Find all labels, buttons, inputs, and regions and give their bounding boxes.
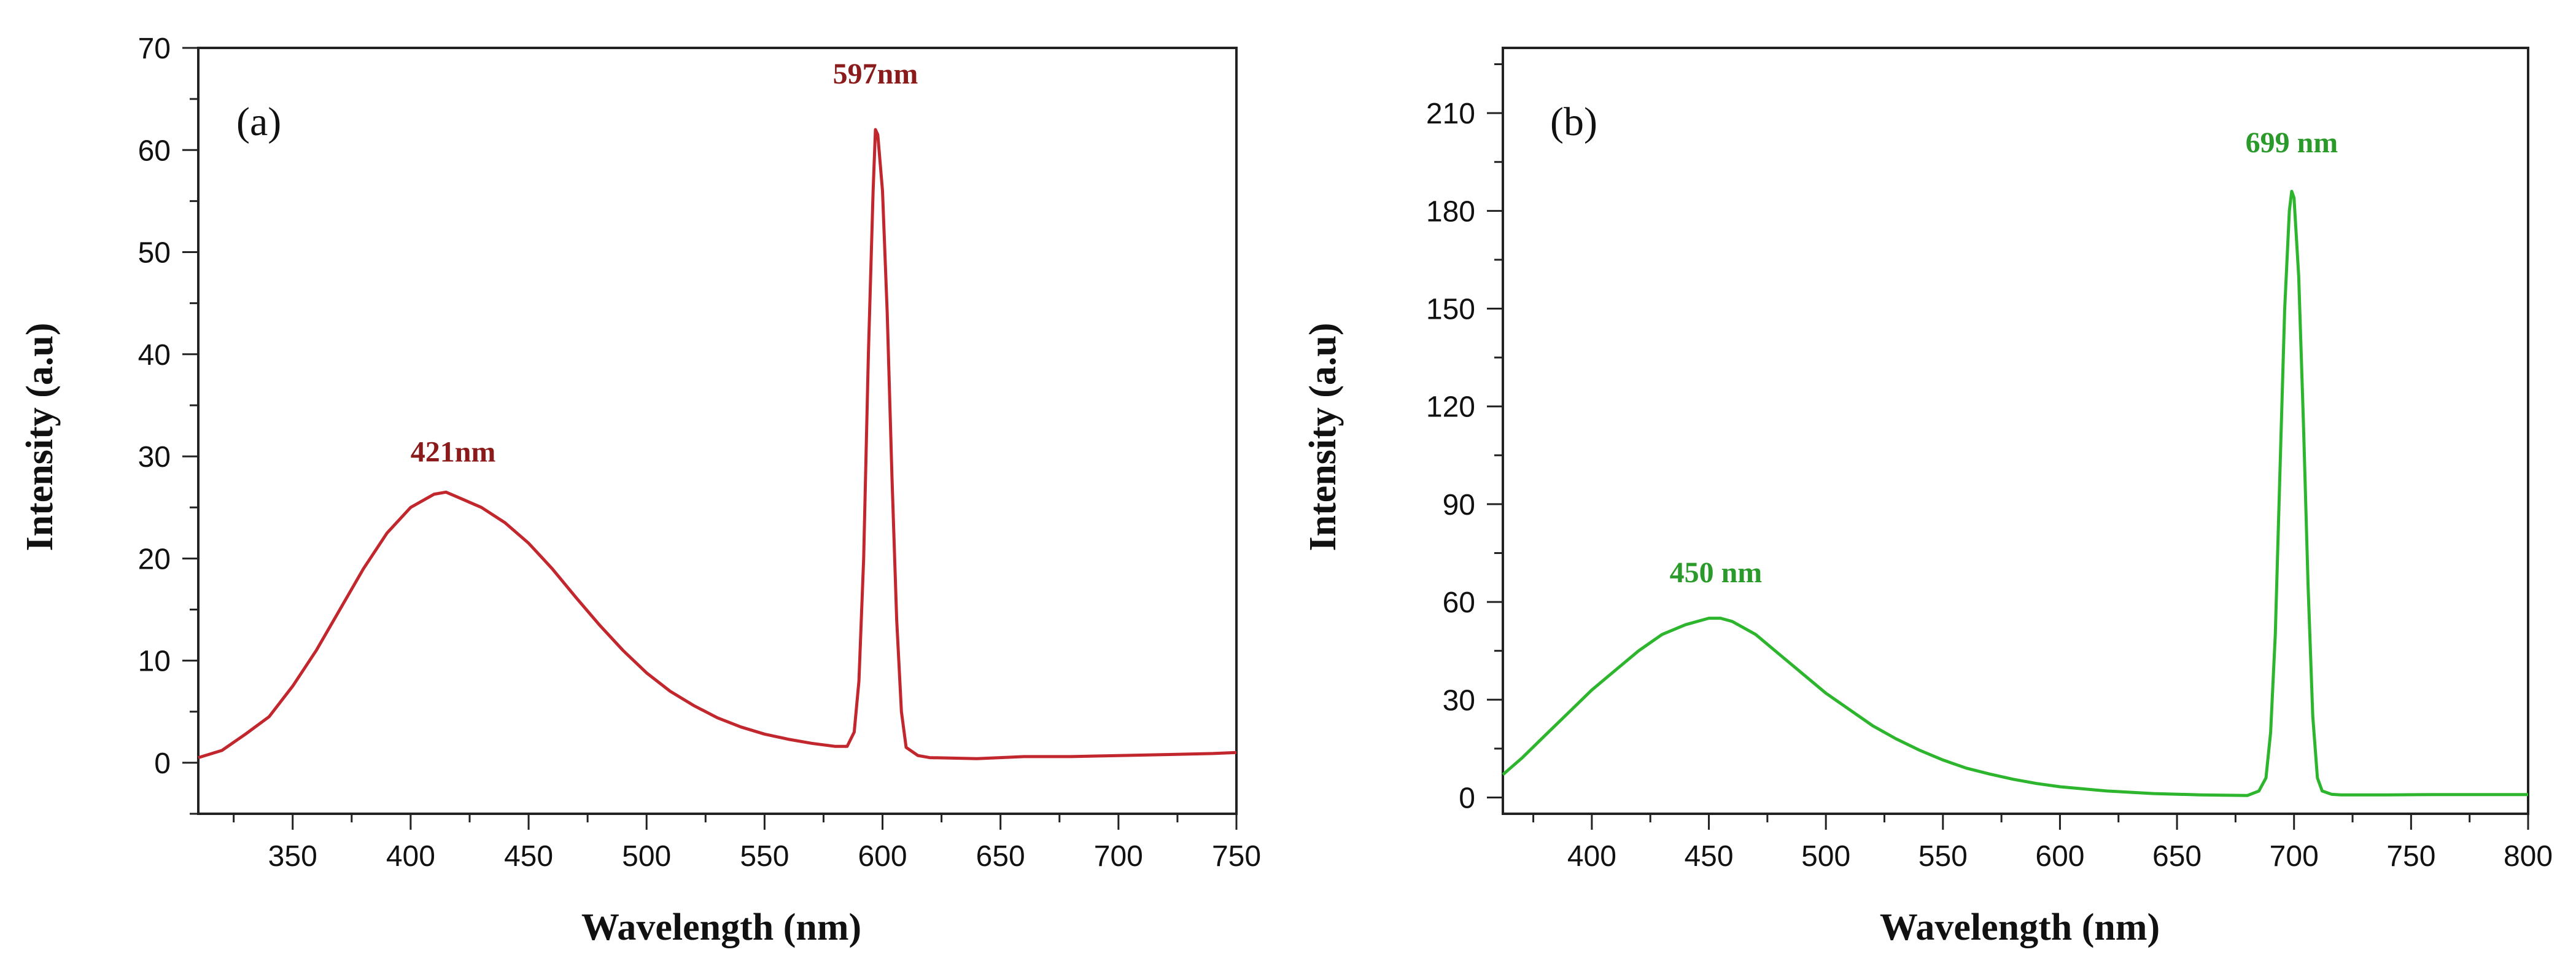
x-tick-label: 500 <box>622 840 671 873</box>
series-line <box>198 128 1237 760</box>
x-tick-label: 550 <box>1918 840 1968 873</box>
peak-label: 699 nm <box>2246 127 2338 159</box>
panel-label: (a) <box>236 99 281 144</box>
panel-label: (b) <box>1550 99 1597 144</box>
panel-a: 350 400 450 500 550 600 650 700 750 0 10 20 30 40 50 60… <box>19 33 1261 948</box>
y-tick-label: 60 <box>138 135 171 167</box>
x-tick-label: 500 <box>1801 840 1850 873</box>
x-tick-label: 550 <box>740 840 789 873</box>
x-tick-label: 350 <box>268 840 317 873</box>
y-tick-label: 150 <box>1426 294 1475 326</box>
x-tick-label: 650 <box>976 840 1025 873</box>
y-tick-label: 70 <box>138 33 171 65</box>
plot-frame <box>197 47 1238 815</box>
x-tick-label: 600 <box>858 840 907 873</box>
plot-frame <box>1502 47 2529 815</box>
y-tick-label: 90 <box>1443 489 1475 521</box>
x-tick-label: 650 <box>2152 840 2202 873</box>
peak-label: 421nm <box>411 435 496 468</box>
y-tick-label: 20 <box>138 543 171 575</box>
y-tick-label: 180 <box>1426 195 1475 228</box>
x-tick-label: 450 <box>1684 840 1733 873</box>
x-tick-label: 600 <box>2035 840 2084 873</box>
x-tick-label: 450 <box>504 840 553 873</box>
y-axis-title: Intensity (a.u) <box>19 322 61 551</box>
y-tick-label: 60 <box>1443 587 1475 619</box>
x-tick-label: 750 <box>2386 840 2435 873</box>
y-axis-title: Intensity (a.u) <box>1302 322 1344 551</box>
y-tick-label: 30 <box>138 441 171 474</box>
x-tick-label: 400 <box>1567 840 1616 873</box>
x-tick-label: 700 <box>1094 840 1143 873</box>
x-tick-label: 750 <box>1212 840 1261 873</box>
x-tick-label: 800 <box>2504 840 2553 873</box>
y-tick-label: 0 <box>1459 782 1475 814</box>
y-tick-label: 30 <box>1443 684 1475 717</box>
y-tick-label: 40 <box>138 339 171 372</box>
y-tick-label: 120 <box>1426 391 1475 424</box>
y-tick-label: 50 <box>138 237 171 270</box>
y-tick-label: 10 <box>138 645 171 678</box>
x-axis-title: Wavelength (nm) <box>581 907 861 948</box>
y-tick-label: 0 <box>154 747 171 780</box>
x-tick-label: 400 <box>386 840 435 873</box>
panel-b: 400 450 500 550 600 650 700 750 800 0 30 60 90 120 150… <box>1302 47 2553 948</box>
x-tick-label: 700 <box>2270 840 2319 873</box>
y-tick-label: 210 <box>1426 98 1475 130</box>
peak-label: 597nm <box>833 58 918 90</box>
series-line <box>1502 190 2528 797</box>
x-axis-title: Wavelength (nm) <box>1880 907 2160 948</box>
peak-label: 450 nm <box>1670 556 1763 589</box>
